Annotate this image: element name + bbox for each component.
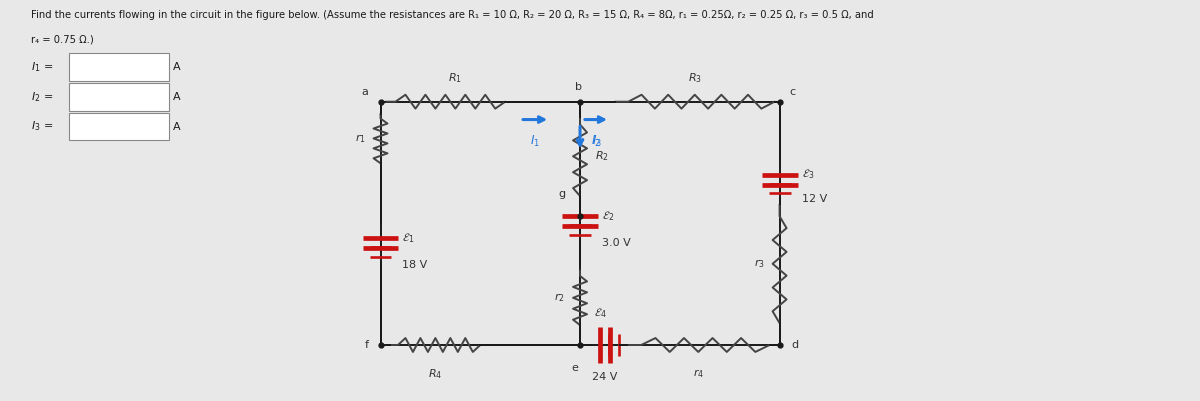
Text: c: c — [790, 87, 796, 97]
Text: e: e — [571, 363, 578, 373]
Text: 3.0 V: 3.0 V — [602, 238, 631, 248]
Text: A: A — [173, 62, 181, 72]
Text: Find the currents flowing in the circuit in the figure below. (Assume the resist: Find the currents flowing in the circuit… — [31, 10, 874, 20]
Text: $R_1$: $R_1$ — [449, 71, 462, 85]
Text: $I_3$ =: $I_3$ = — [31, 119, 54, 134]
Text: A: A — [173, 92, 181, 102]
Text: $\mathcal{E}_3$: $\mathcal{E}_3$ — [802, 168, 814, 182]
Text: f: f — [365, 340, 368, 350]
Text: $R_2$: $R_2$ — [595, 150, 608, 163]
Text: $R_3$: $R_3$ — [688, 71, 702, 85]
Text: $I_1$ =: $I_1$ = — [31, 60, 54, 74]
Text: r₄ = 0.75 Ω.): r₄ = 0.75 Ω.) — [31, 34, 94, 44]
Text: a: a — [361, 87, 368, 97]
Text: $I_3$: $I_3$ — [592, 134, 602, 149]
Text: 18 V: 18 V — [402, 260, 427, 269]
Text: $r_1$: $r_1$ — [355, 132, 366, 145]
FancyBboxPatch shape — [70, 53, 169, 81]
Text: $r_3$: $r_3$ — [754, 257, 764, 270]
Text: A: A — [173, 122, 181, 132]
Text: d: d — [792, 340, 799, 350]
Text: g: g — [558, 189, 565, 199]
Text: $I_2$: $I_2$ — [592, 134, 601, 148]
FancyBboxPatch shape — [70, 83, 169, 111]
Text: $r_4$: $r_4$ — [692, 367, 704, 380]
Text: $I_2$ =: $I_2$ = — [31, 90, 54, 103]
Text: 12 V: 12 V — [802, 194, 827, 205]
Text: $\mathcal{E}_2$: $\mathcal{E}_2$ — [602, 209, 614, 223]
Text: $R_4$: $R_4$ — [428, 367, 443, 381]
Text: b: b — [575, 82, 582, 92]
Text: $\mathcal{E}_1$: $\mathcal{E}_1$ — [402, 231, 415, 245]
Text: $\mathcal{E}_4$: $\mathcal{E}_4$ — [594, 306, 606, 320]
Text: $I_1$: $I_1$ — [530, 134, 540, 148]
Text: $r_2$: $r_2$ — [554, 292, 565, 304]
FancyBboxPatch shape — [70, 113, 169, 140]
Text: 24 V: 24 V — [593, 372, 618, 382]
